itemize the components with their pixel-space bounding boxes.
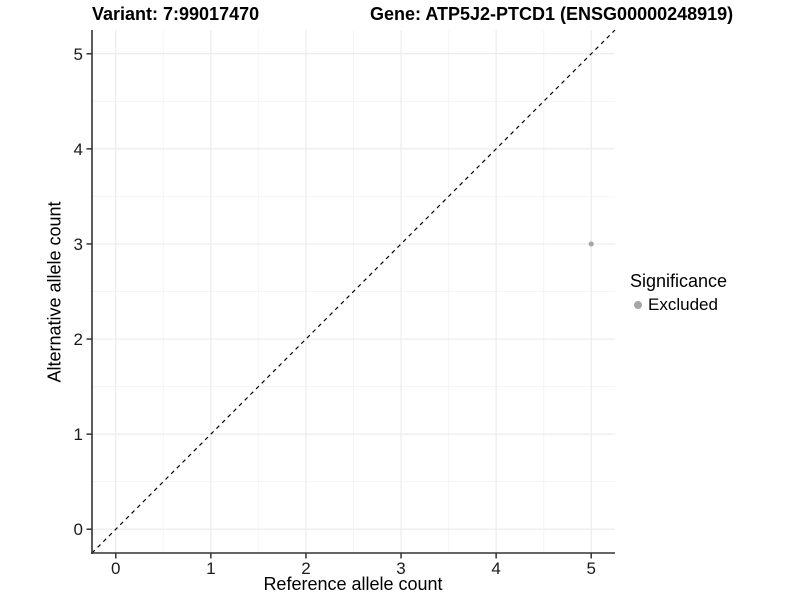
x-tick-label: 2: [301, 559, 310, 578]
legend-title: Significance: [630, 271, 728, 291]
legend-item-label: Excluded: [648, 295, 718, 314]
x-tick-label: 0: [111, 559, 120, 578]
x-tick-label: 4: [491, 559, 500, 578]
y-tick-label: 5: [74, 45, 83, 64]
y-tick-label: 3: [74, 235, 83, 254]
y-tick-label: 2: [74, 330, 83, 349]
x-tick-label: 5: [586, 559, 595, 578]
legend: Significance Excluded: [630, 271, 727, 315]
x-axis-title: Reference allele count: [263, 574, 443, 594]
x-tick-label: 3: [396, 559, 405, 578]
x-tick-label: 1: [206, 559, 215, 578]
y-tick-label: 1: [74, 425, 83, 444]
data-point: [588, 241, 594, 247]
identity-dashed-line: [91, 29, 616, 554]
y-tick-label: 0: [74, 520, 83, 539]
y-tick-label: 4: [74, 140, 83, 159]
legend-item-excluded: Excluded: [630, 295, 727, 315]
y-axis-title: Alternative allele count: [44, 201, 65, 383]
excluded-point-icon: [634, 301, 642, 309]
variant-title: Variant: 7:99017470: [92, 4, 260, 24]
gene-title: Gene: ATP5J2-PTCD1 (ENSG00000248919): [370, 4, 734, 24]
